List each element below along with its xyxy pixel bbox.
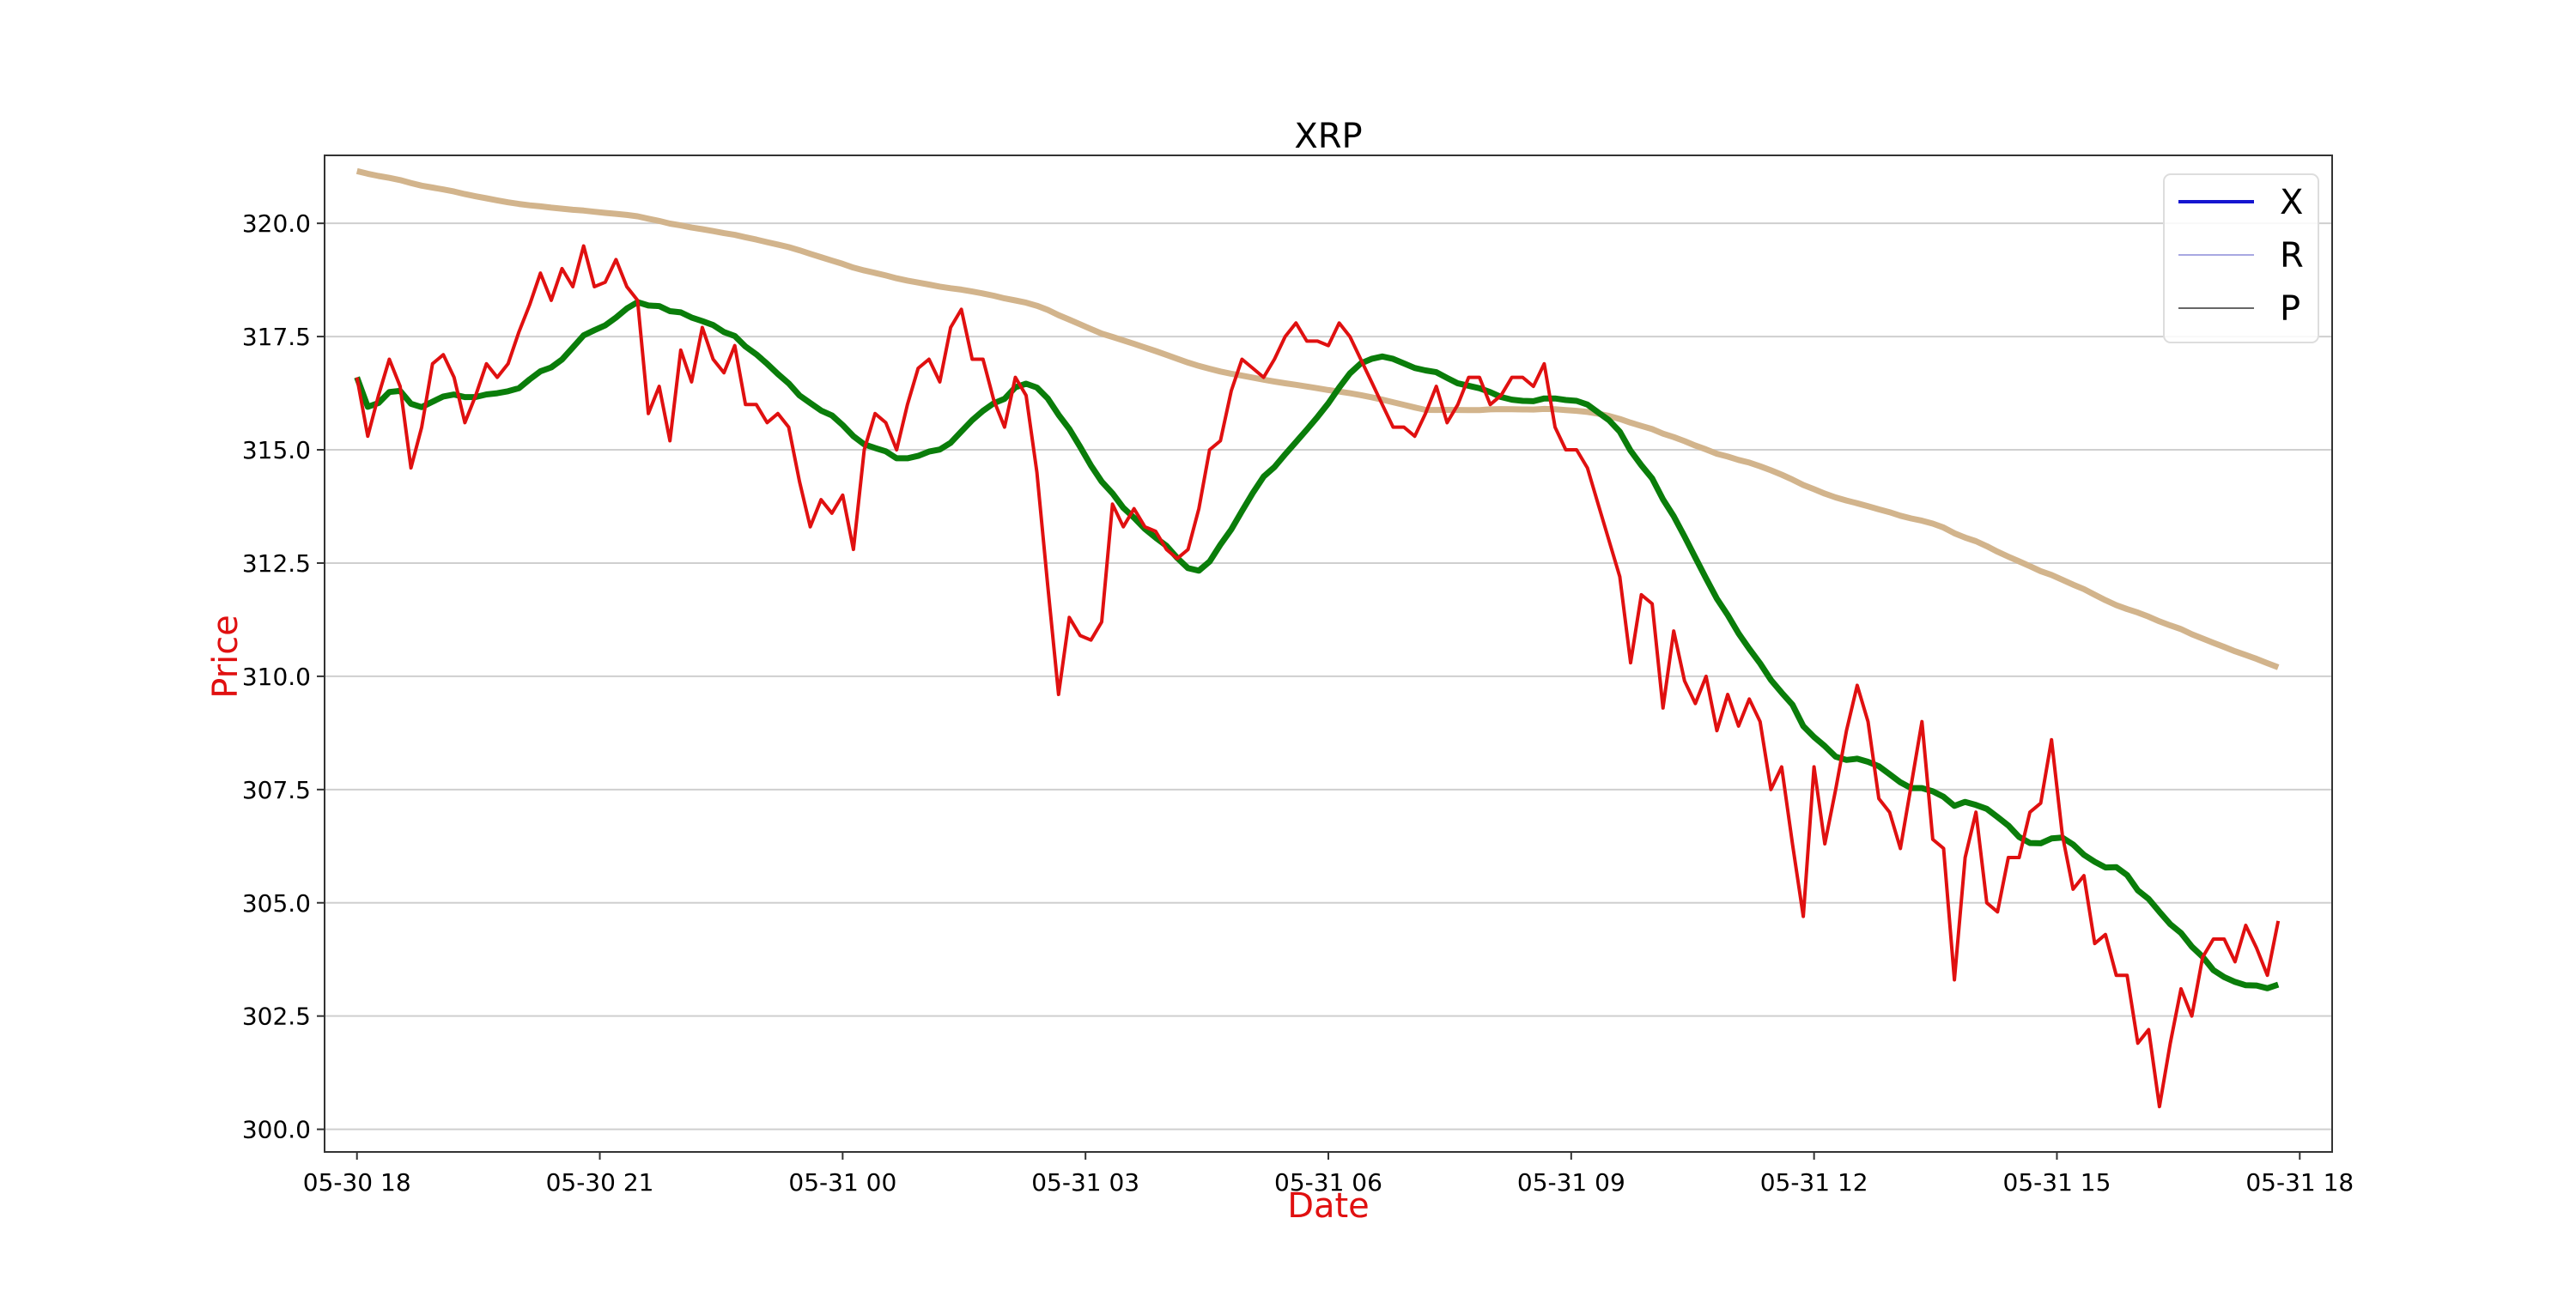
x-tick-label: 05-31 03 [1031, 1168, 1139, 1197]
y-tick-label: 305.0 [242, 889, 311, 918]
y-tick-label: 302.5 [242, 1003, 311, 1031]
x-tick-label: 05-30 18 [303, 1168, 411, 1197]
y-axis: 300.0 302.5 305.0 307.5 310.0 312.5 315.0 317.5… [242, 209, 325, 1144]
x-axis-title: Date [1287, 1186, 1370, 1226]
legend-box [2163, 173, 2319, 343]
x-tick-label: 05-30 21 [546, 1168, 654, 1197]
long-moving-average-line [355, 167, 2280, 670]
legend: XRP [2163, 173, 2319, 343]
x-tick-label: 05-31 12 [1760, 1168, 1868, 1197]
y-tick-label: 317.5 [242, 323, 311, 351]
x-tick-label: 05-31 09 [1517, 1168, 1625, 1197]
y-tick-label: 315.0 [242, 436, 311, 464]
short-moving-average-line [354, 299, 2280, 991]
y-tick-label: 310.0 [242, 663, 311, 691]
x-tick-label: 05-31 18 [2245, 1168, 2354, 1197]
legend-label: R [2280, 236, 2304, 276]
x-tick-label: 05-31 00 [788, 1168, 896, 1197]
y-tick-label: 300.0 [242, 1116, 311, 1144]
x-tick-label: 05-31 06 [1274, 1168, 1382, 1197]
y-axis-title: Price [206, 615, 246, 699]
y-tick-label: 307.5 [242, 776, 311, 804]
legend-label: X [2280, 183, 2303, 222]
y-tick-label: 312.5 [242, 549, 311, 578]
series-layer [354, 167, 2281, 1109]
chart-title: XRP [1294, 117, 1362, 156]
price-line [355, 244, 2281, 1109]
legend-label: P [2280, 289, 2300, 329]
x-tick-label: 05-31 15 [2003, 1168, 2111, 1197]
y-tick-label: 320.0 [242, 209, 311, 238]
x-axis: 05-30 18 05-30 21 05-31 00 05-31 03 05-31 06… [303, 1152, 2354, 1197]
